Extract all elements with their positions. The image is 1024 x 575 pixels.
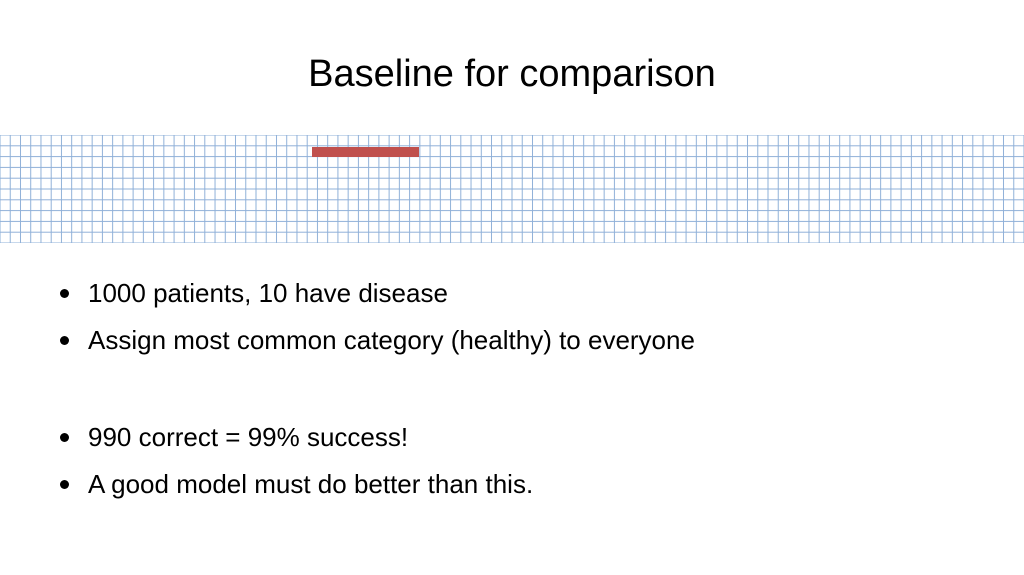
bullet: A good model must do better than this. [60,463,695,510]
bullet: 1000 patients, 10 have disease [60,272,695,319]
disease-highlight [312,147,419,157]
grid-cells [0,135,1024,243]
slide-title: Baseline for comparison [308,53,716,95]
bullet: Assign most common category (healthy) to… [60,319,695,366]
patient-grid [0,135,1024,243]
bullet-list: 1000 patients, 10 have disease Assign mo… [60,272,695,510]
bullet: 990 correct = 99% success! [60,416,695,463]
